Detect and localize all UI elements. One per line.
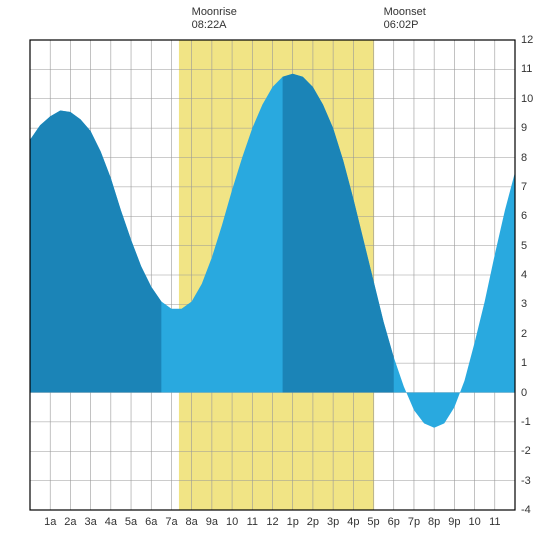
x-tick-label: 5p <box>367 516 379 528</box>
x-tick-label: 9a <box>206 516 218 528</box>
x-tick-label: 10 <box>226 516 238 528</box>
y-tick-label: -4 <box>521 504 531 516</box>
x-tick-label: 2p <box>307 516 319 528</box>
moon-annotation: Moonset06:02P <box>384 6 426 32</box>
annotation-title: Moonrise <box>192 6 237 18</box>
annotation-time: 06:02P <box>384 19 419 31</box>
x-tick-label: 7a <box>165 516 177 528</box>
x-tick-label: 3p <box>327 516 339 528</box>
y-tick-label: 12 <box>521 34 533 46</box>
x-tick-label: 10 <box>468 516 480 528</box>
x-tick-label: 9p <box>448 516 460 528</box>
y-tick-label: 6 <box>521 210 527 222</box>
chart-svg <box>0 0 550 550</box>
x-tick-label: 6a <box>145 516 157 528</box>
x-tick-label: 1a <box>44 516 56 528</box>
y-tick-label: 11 <box>521 63 532 75</box>
annotation-title: Moonset <box>384 6 426 18</box>
y-tick-label: -1 <box>521 416 531 428</box>
y-tick-label: 2 <box>521 328 527 340</box>
x-tick-label: 5a <box>125 516 137 528</box>
x-tick-label: 1p <box>287 516 299 528</box>
x-tick-label: 11 <box>489 516 500 528</box>
x-tick-label: 8a <box>186 516 198 528</box>
x-tick-label: 3a <box>85 516 97 528</box>
y-tick-label: -3 <box>521 475 531 487</box>
y-tick-label: 0 <box>521 387 527 399</box>
x-tick-label: 12 <box>266 516 278 528</box>
x-tick-label: 6p <box>388 516 400 528</box>
y-tick-label: 1 <box>521 357 527 369</box>
y-tick-label: 5 <box>521 240 527 252</box>
tide-chart: -4-3-2-101234567891011121a2a3a4a5a6a7a8a… <box>0 0 550 550</box>
x-tick-label: 8p <box>428 516 440 528</box>
y-tick-label: 3 <box>521 298 527 310</box>
y-tick-label: 8 <box>521 152 527 164</box>
y-tick-label: 7 <box>521 181 527 193</box>
y-tick-label: 9 <box>521 122 527 134</box>
y-tick-label: -2 <box>521 445 531 457</box>
annotation-time: 08:22A <box>192 19 227 31</box>
moon-annotation: Moonrise08:22A <box>192 6 237 32</box>
x-tick-label: 11 <box>247 516 258 528</box>
x-tick-label: 2a <box>64 516 76 528</box>
y-tick-label: 10 <box>521 93 533 105</box>
x-tick-label: 4p <box>347 516 359 528</box>
x-tick-label: 7p <box>408 516 420 528</box>
x-tick-label: 4a <box>105 516 117 528</box>
y-tick-label: 4 <box>521 269 527 281</box>
